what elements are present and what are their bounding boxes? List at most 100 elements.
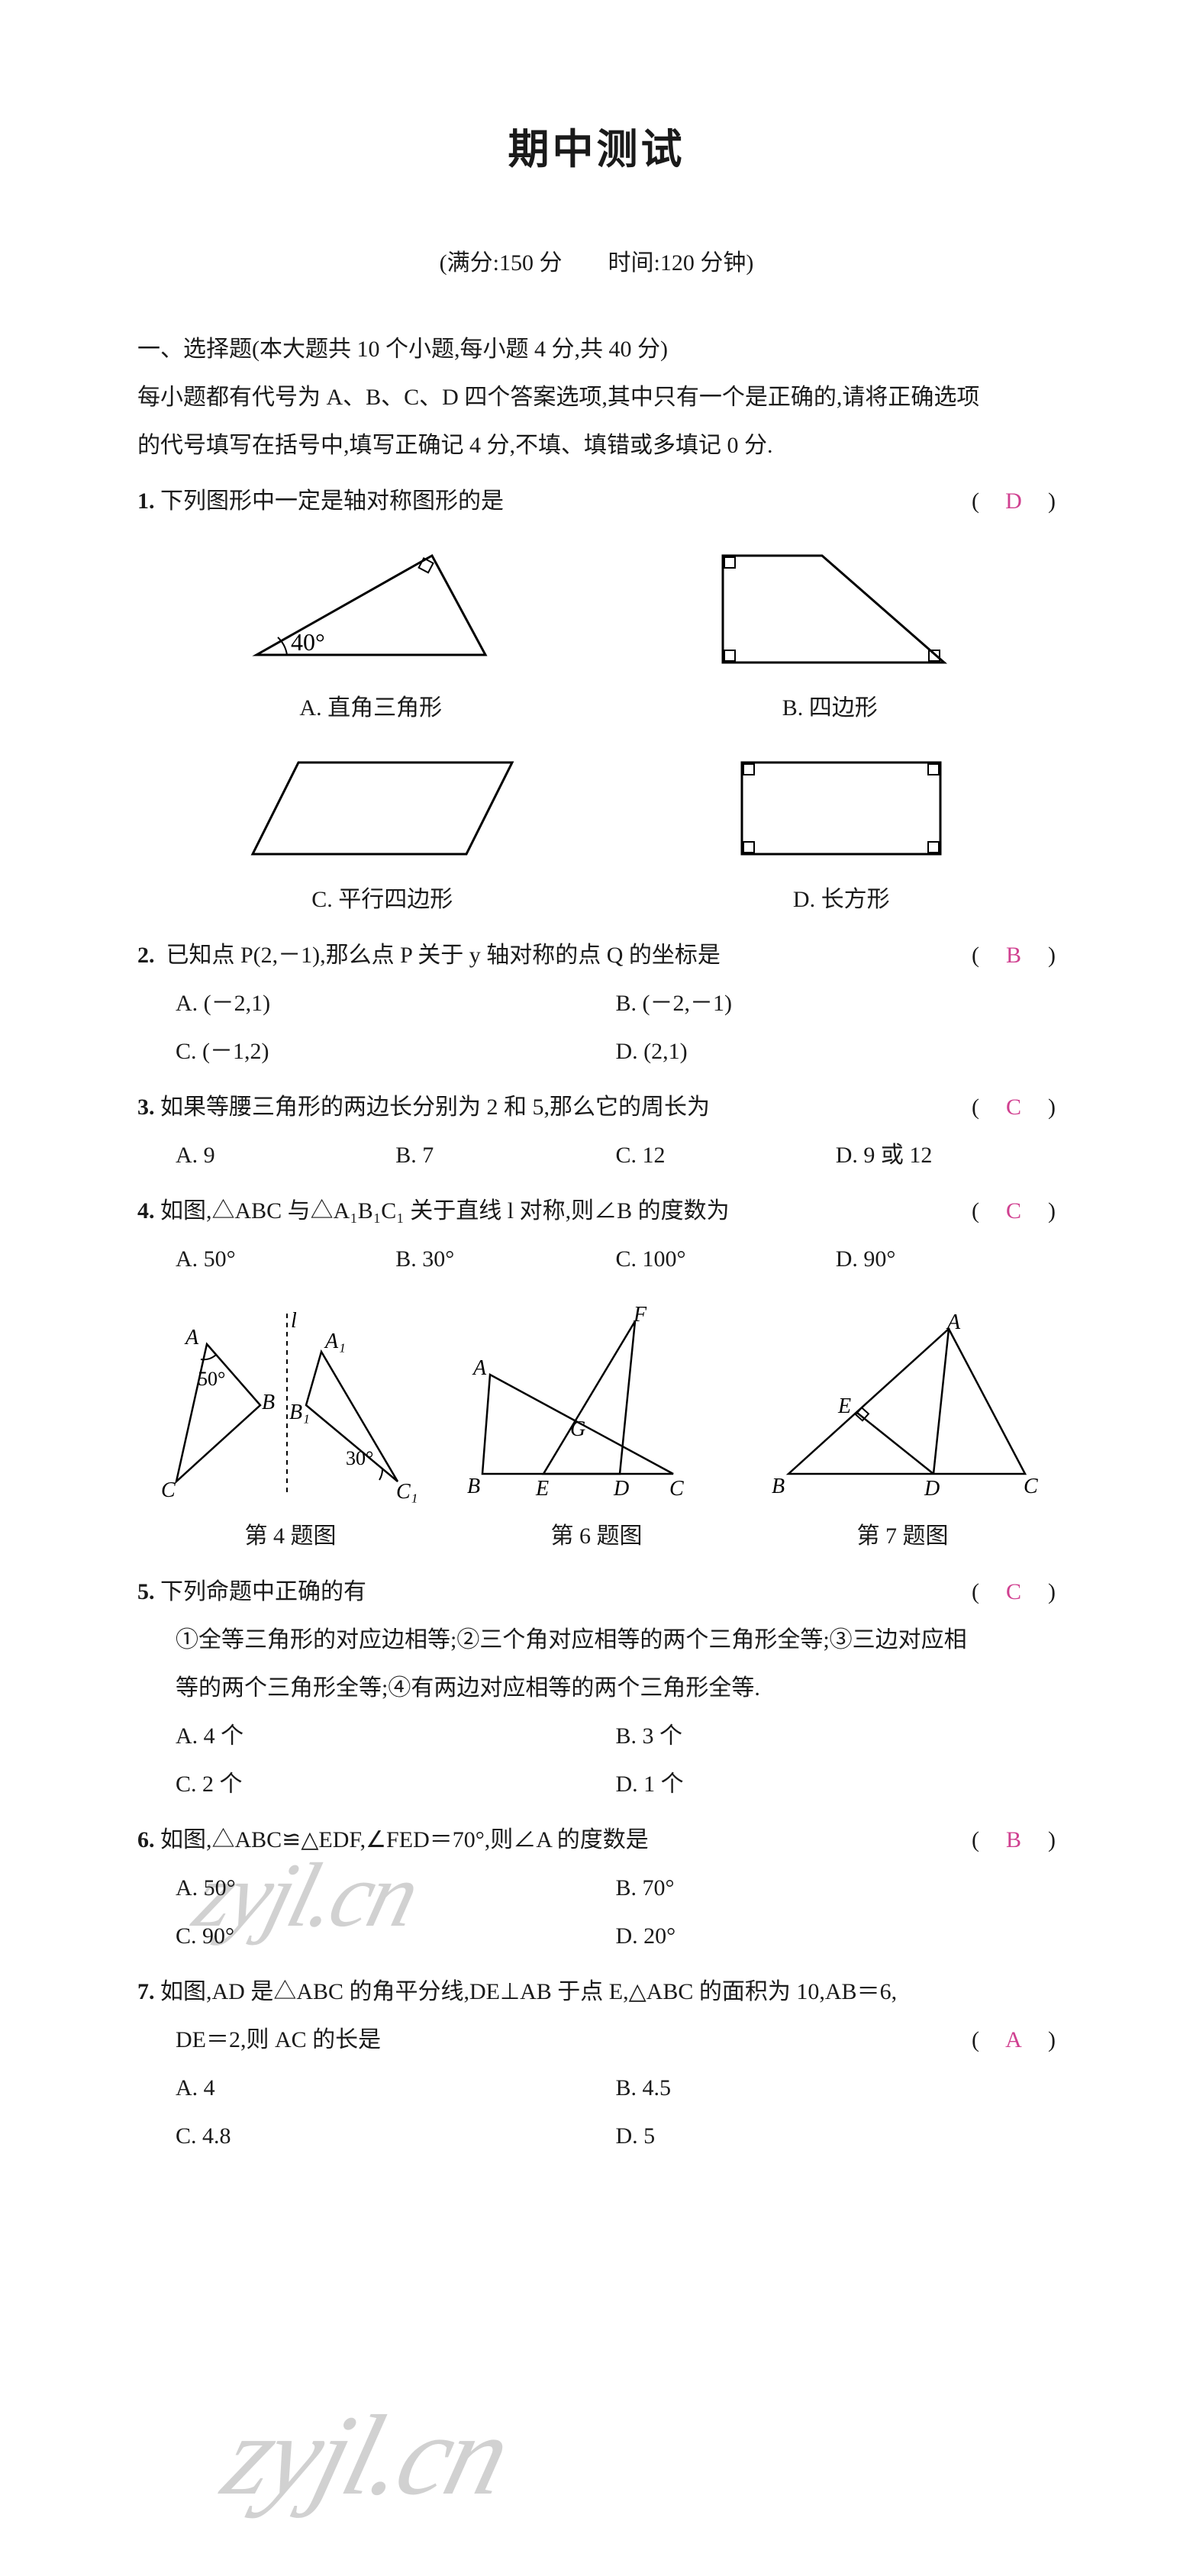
question-2: 2. 已知点 P(2,－1),那么点 P 关于 y 轴对称的点 Q 的坐标是 (… [137, 931, 1056, 1075]
q4-text: 如图,△ABC 与△A₁B₁C₁ 关于直线 l 对称,则∠B 的度数为 [160, 1198, 730, 1224]
svg-text:A: A [472, 1356, 487, 1380]
svg-text:D: D [924, 1477, 940, 1501]
q4-num: 4. [137, 1198, 155, 1224]
q5-optA: A. 4 个 [176, 1712, 616, 1760]
question-5: 5. 下列命题中正确的有 ( C ) ①全等三角形的对应边相等;②三个角对应相等… [137, 1568, 1056, 1808]
svg-text:B: B [772, 1475, 785, 1498]
q5-optB: B. 3 个 [616, 1712, 1056, 1760]
page-title: 期中测试 [137, 107, 1056, 193]
q6-optC: C. 90° [176, 1912, 616, 1960]
q3-num: 3. [137, 1095, 155, 1120]
q2-optC: C. (－1,2) [176, 1027, 616, 1075]
q6-answer: B [1002, 1816, 1025, 1864]
q7-text-line1: 如图,AD 是△ABC 的角平分线,DE⊥AB 于点 E,△ABC 的面积为 1… [160, 1979, 897, 2004]
q1-optC-label: C. 平行四边形 [237, 875, 527, 924]
q3-optD: D. 9 或 12 [836, 1131, 1056, 1179]
q7-text-line2: DE＝2,则 AC 的长是 [176, 2027, 381, 2052]
q7-optB: B. 4.5 [616, 2064, 1056, 2112]
page-subtitle: (满分:150 分 时间:120 分钟) [137, 239, 1056, 287]
q7-num: 7. [137, 1979, 155, 2004]
q3-answer: C [1002, 1083, 1025, 1131]
section-heading: 一、选择题(本大题共 10 个小题,每小题 4 分,共 40 分) [137, 325, 1056, 373]
q3-answer-paren: ( C ) [972, 1083, 1056, 1131]
figure-q7: A B C D E [766, 1306, 1040, 1504]
svg-text:G: G [570, 1417, 585, 1441]
q1-answer-paren: ( D ) [972, 477, 1056, 525]
q4-optA: A. 50° [176, 1235, 395, 1283]
question-7: 7. 如图,AD 是△ABC 的角平分线,DE⊥AB 于点 E,△ABC 的面积… [137, 1968, 1056, 2160]
q7-optC: C. 4.8 [176, 2112, 616, 2160]
q7-answer-paren: ( A ) [972, 2016, 1056, 2064]
q5-body-line1: ①全等三角形的对应边相等;②三个角对应相等的两个三角形全等;③三边对应相 [137, 1616, 1056, 1664]
q4-optC: C. 100° [616, 1235, 836, 1283]
q1-figure-B: B. 四边形 [700, 540, 959, 732]
question-3: 3. 如果等腰三角形的两边长分别为 2 和 5,那么它的周长为 ( C ) A.… [137, 1083, 1056, 1179]
q2-optB: B. (－2,－1) [616, 979, 1056, 1027]
q5-optD: D. 1 个 [616, 1760, 1056, 1808]
q1-optA-label: A. 直角三角形 [234, 684, 508, 732]
q1-figure-D: D. 长方形 [727, 747, 956, 924]
svg-text:D: D [613, 1477, 629, 1501]
q2-answer-paren: ( B ) [972, 931, 1056, 979]
q1-optB-label: B. 四边形 [700, 684, 959, 732]
q1-figure-C: C. 平行四边形 [237, 747, 527, 924]
q1-num: 1. [137, 488, 155, 514]
svg-text:50°: 50° [198, 1368, 225, 1390]
fig4-caption: 第 4 题图 [245, 1512, 337, 1560]
q5-num: 5. [137, 1579, 155, 1604]
q2-num: 2. [137, 943, 155, 968]
svg-text:A₁: A₁ [324, 1330, 346, 1353]
svg-text:E: E [837, 1394, 851, 1418]
q6-num: 6. [137, 1827, 155, 1852]
q5-body-line2: 等的两个三角形全等;④有两边对应相等的两个三角形全等. [137, 1664, 1056, 1712]
q6-optB: B. 70° [616, 1864, 1056, 1912]
section-note-line1: 每小题都有代号为 A、B、C、D 四个答案选项,其中只有一个是正确的,请将正确选… [137, 373, 1056, 421]
question-6: 6. 如图,△ABC≌△EDF,∠FED＝70°,则∠A 的度数是 ( B ) … [137, 1816, 1056, 1960]
svg-text:A: A [184, 1326, 199, 1349]
q2-answer: B [1002, 931, 1025, 979]
svg-text:C: C [669, 1477, 684, 1501]
figure-q6: A B E D C F G [459, 1306, 734, 1504]
q6-text: 如图,△ABC≌△EDF,∠FED＝70°,则∠A 的度数是 [160, 1827, 649, 1852]
q3-optB: B. 7 [395, 1131, 615, 1179]
figure-row-4-6-7: l A B C 50° A₁ B₁ C₁ 30° A [137, 1306, 1056, 1504]
q4-answer: C [1002, 1187, 1025, 1235]
q7-answer: A [1002, 2016, 1025, 2064]
svg-text:C: C [1024, 1475, 1038, 1498]
q4-optD: D. 90° [836, 1235, 1056, 1283]
svg-text:C: C [161, 1478, 176, 1502]
q2-optA: A. (－2,1) [176, 979, 616, 1027]
section-note-line2: 的代号填写在括号中,填写正确记 4 分,不填、填错或多填记 0 分. [137, 421, 1056, 469]
q7-optA: A. 4 [176, 2064, 616, 2112]
svg-text:B₁: B₁ [289, 1401, 310, 1424]
q4-optB: B. 30° [395, 1235, 615, 1283]
q2-text: 已知点 P(2,－1),那么点 P 关于 y 轴对称的点 Q 的坐标是 [166, 943, 721, 968]
watermark-2: zyjl.cn [197, 2336, 536, 2576]
q1-optD-label: D. 长方形 [727, 875, 956, 924]
q1-text: 下列图形中一定是轴对称图形的是 [160, 488, 504, 514]
q3-optC: C. 12 [616, 1131, 836, 1179]
q2-optD: D. (2,1) [616, 1027, 1056, 1075]
q6-answer-paren: ( B ) [972, 1816, 1056, 1864]
q7-optD: D. 5 [616, 2112, 1056, 2160]
q3-text: 如果等腰三角形的两边长分别为 2 和 5,那么它的周长为 [160, 1095, 710, 1120]
figure-q4: l A B C 50° A₁ B₁ C₁ 30° [153, 1306, 428, 1504]
q5-optC: C. 2 个 [176, 1760, 616, 1808]
question-1: 1. 下列图形中一定是轴对称图形的是 ( D ) 40° A. 直角三角形 [137, 477, 1056, 924]
question-4: 4. 如图,△ABC 与△A₁B₁C₁ 关于直线 l 对称,则∠B 的度数为 (… [137, 1187, 1056, 1283]
q1-figA-angle-label: 40° [291, 628, 325, 656]
svg-text:B: B [262, 1391, 275, 1414]
q6-optD: D. 20° [616, 1912, 1056, 1960]
q1-answer: D [1002, 477, 1025, 525]
svg-text:B: B [467, 1475, 480, 1498]
q1-figure-A: 40° A. 直角三角形 [234, 540, 508, 732]
svg-text:C₁: C₁ [396, 1480, 418, 1504]
q5-text: 下列命题中正确的有 [160, 1579, 366, 1604]
svg-text:A: A [946, 1311, 961, 1334]
q5-answer: C [1002, 1568, 1025, 1616]
q3-optA: A. 9 [176, 1131, 395, 1179]
q6-optA: A. 50° [176, 1864, 616, 1912]
q5-answer-paren: ( C ) [972, 1568, 1056, 1616]
svg-text:l: l [291, 1309, 297, 1333]
fig6-caption: 第 6 题图 [551, 1512, 643, 1560]
